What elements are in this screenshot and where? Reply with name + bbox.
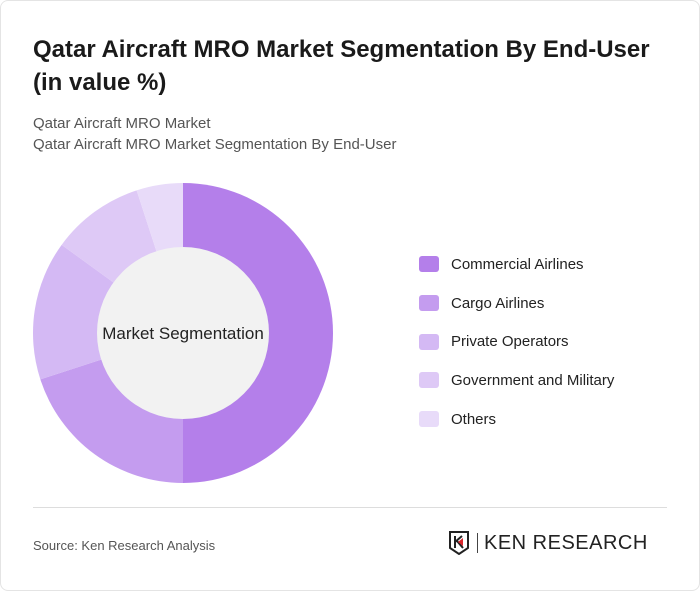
legend-swatch [419, 333, 439, 350]
legend-swatch [419, 256, 439, 273]
legend-label: Government and Military [451, 371, 615, 389]
legend-item: Cargo Airlines [419, 284, 614, 323]
ken-research-logo: KEN RESEARCH [449, 531, 648, 555]
chart-title: Qatar Aircraft MRO Market Segmentation B… [33, 36, 650, 96]
legend-label: Commercial Airlines [451, 255, 584, 273]
source-note: Source: Ken Research Analysis [33, 538, 216, 553]
legend-item: Private Operators [419, 322, 614, 361]
donut-hole [97, 247, 269, 419]
legend-swatch [419, 372, 439, 389]
legend-item: Commercial Airlines [419, 245, 614, 284]
subtitle-segmentation: Qatar Aircraft MRO Market Segmentation B… [33, 136, 397, 153]
legend-label: Cargo Airlines [451, 294, 545, 312]
legend-swatch [419, 295, 439, 312]
center-label: Market Segmentation [102, 324, 264, 343]
logo-text: KEN RESEARCH [477, 533, 648, 553]
subtitle-market: Qatar Aircraft MRO Market [33, 115, 211, 132]
logo-shield-icon [449, 531, 469, 555]
divider [33, 507, 667, 508]
legend-item: Government and Military [419, 361, 614, 400]
legend-item: Others [419, 400, 614, 439]
legend-label: Private Operators [451, 333, 569, 351]
legend-label: Others [451, 410, 497, 428]
legend-swatch [419, 411, 439, 428]
legend: Commercial Airlines Cargo Airlines Private… [419, 245, 614, 438]
